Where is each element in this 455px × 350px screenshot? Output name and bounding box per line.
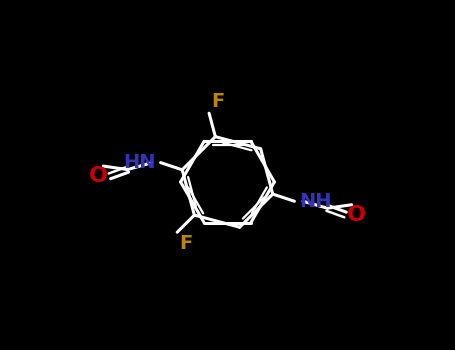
Text: NH: NH — [299, 192, 332, 211]
Text: F: F — [179, 234, 192, 253]
Text: F: F — [211, 92, 224, 111]
Text: O: O — [89, 166, 108, 186]
Text: HN: HN — [123, 153, 156, 172]
Text: O: O — [347, 205, 366, 225]
